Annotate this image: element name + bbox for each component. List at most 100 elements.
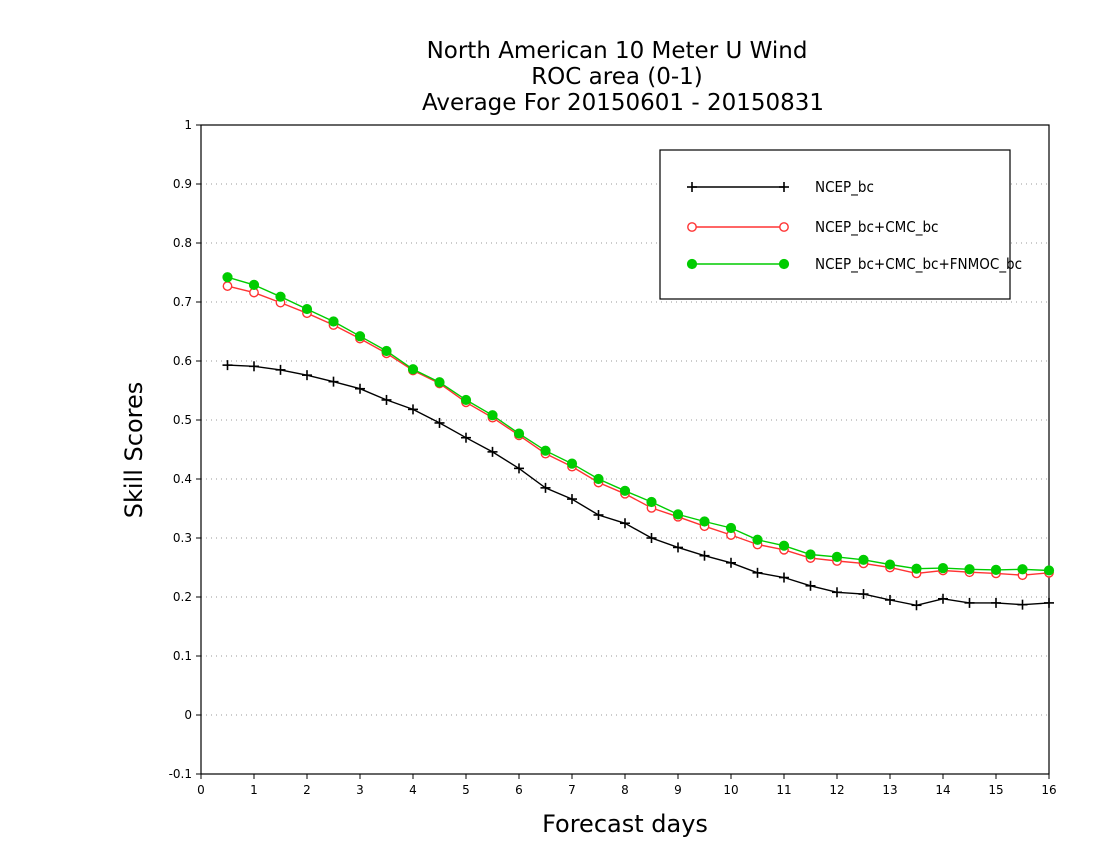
series-1-point [408,404,418,415]
series-3-point [964,564,975,575]
x-tick-label: 7 [568,783,576,797]
series-1-point [567,494,577,505]
title-line-1: North American 10 Meter U Wind [427,38,808,64]
series-3-point [990,564,1002,575]
legend-entry: NCEP_bc+CMC_bc [687,218,938,237]
series-1-point [938,593,948,604]
legend-entry: NCEP_bc+CMC_bc+FNMOC_bc [686,255,1022,274]
series-1-point [1044,597,1054,608]
x-tick-label: 2 [303,783,311,797]
series-1-point [726,557,736,568]
title-line-2: ROC area (0-1) [531,64,703,90]
series-1-point [355,383,365,394]
x-tick-label: 9 [674,783,682,797]
legend-marker [687,182,697,192]
series-3-point [1043,565,1055,576]
series-1-point [461,432,471,443]
series-3-point [540,445,551,456]
legend: NCEP_bc NCEP_bc+CMC_bc NCEP_bc+CMC_bc+FNMO… [659,149,1022,300]
series-1-point [514,463,524,474]
series-layer [222,272,1055,611]
series-1-point [434,417,445,428]
legend-label: NCEP_bc+CMC_bc+FNMOC_bc [815,255,1022,274]
legend-label: NCEP_bc+CMC_bc [815,218,938,237]
series-3-point [1017,564,1028,575]
series-3-point [593,473,604,485]
series-3-point [354,331,366,342]
legend-marker [687,222,697,232]
legend-entry: NCEP_bc [687,178,874,197]
x-tick-label: 11 [776,783,791,797]
series-2-point [222,281,233,291]
x-tick-label: 3 [356,783,364,797]
y-tick-label: 0.1 [173,649,192,663]
series-1-point [381,394,392,405]
legend-entries: NCEP_bc NCEP_bc+CMC_bc NCEP_bc+CMC_bc+FNMO… [686,178,1022,274]
series-1-point [858,589,869,600]
series-1-point [487,446,498,457]
series-3-point [884,559,896,570]
series-1-point [1017,599,1028,610]
series-1-point [646,533,657,543]
series-3-point [831,551,843,562]
series-3-point [434,377,445,388]
series-3-point [248,279,260,290]
series-1-point [832,587,842,598]
series-1-point [673,542,683,553]
series-1-point [328,376,339,387]
series-1-point [805,580,816,591]
series-1-point [911,600,922,611]
x-tick-label: 14 [935,783,950,797]
series-3-point [275,291,286,302]
chart-title: North American 10 Meter U Wind ROC area … [422,38,824,116]
series-1-point [302,370,312,381]
legend-label: NCEP_bc [815,178,874,197]
series-3 [222,272,1055,576]
series-3-point [513,428,525,439]
series-1-point [540,482,551,493]
x-tick-label: 1 [250,783,258,797]
series-3-point [805,549,816,560]
series-1-line [227,364,1050,607]
x-tick-label: 12 [829,783,844,797]
legend-marker [779,222,789,232]
series-1-point [779,572,789,583]
series-3-point [619,485,631,496]
x-tick-label: 10 [723,783,738,797]
series-1-point [752,567,763,578]
series-3-point [222,272,233,283]
series-3-point [778,540,790,551]
series-3-point [407,364,419,375]
x-tick-label: 13 [882,783,897,797]
legend-marker [778,258,790,270]
series-3-point [301,303,313,315]
series-3-point [672,509,684,520]
y-tick-label: 0 [184,708,192,722]
plot-frame [200,124,1050,775]
series-1 [222,360,1054,611]
series-1-point [991,597,1001,608]
series-3-point [646,496,657,508]
x-tick-label: 0 [197,783,205,797]
series-1-point [222,360,233,371]
y-tick-label: 0.8 [173,236,192,250]
y-tick-label: -0.1 [169,767,192,781]
x-axis-label: Forecast days [542,810,708,838]
series-1-point [699,550,710,561]
y-tick-label: 0.3 [173,531,192,545]
legend-marker [779,182,789,192]
x-tick-label: 15 [988,783,1003,797]
y-tick-label: 0.6 [173,354,192,368]
series-1-point [885,594,895,605]
series-3-point [937,562,949,574]
series-3-point [381,345,392,357]
series-3-point [911,563,922,574]
legend-box [659,149,1011,300]
y-tick-label: 0.4 [173,472,192,486]
x-axis-ticks: 0 1 2 3 4 5 6 7 8 9 10 11 12 13 14 15 16 [197,774,1057,797]
title-line-3: Average For 20150601 - 20150831 [422,90,824,116]
series-1-point [964,597,975,608]
y-tick-label: 1 [184,118,192,132]
series-2 [222,281,1054,581]
series-3-point [460,394,472,406]
